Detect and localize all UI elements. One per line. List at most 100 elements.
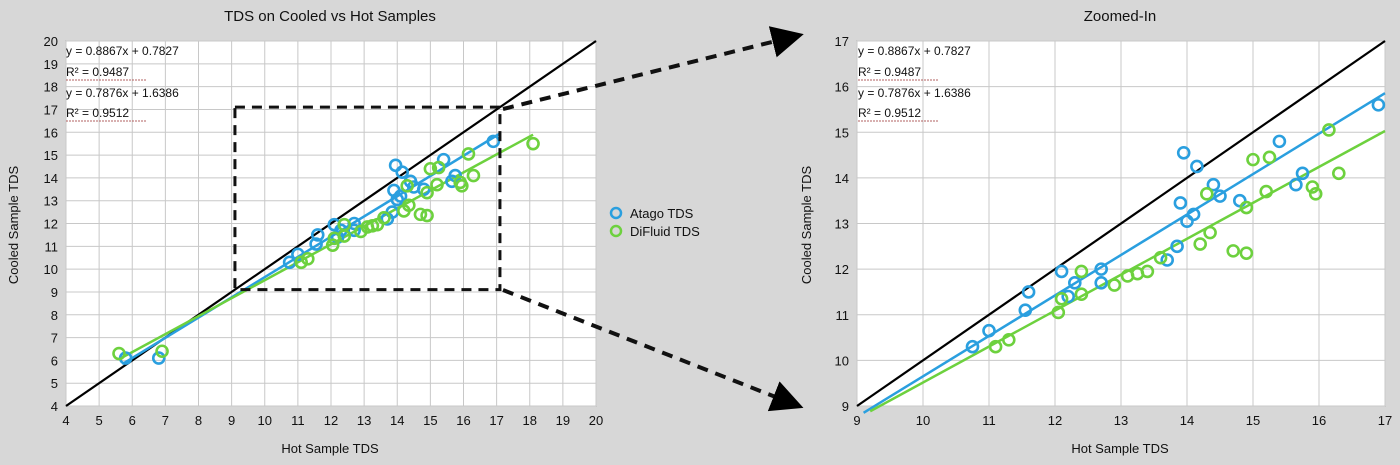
difluid-point	[1305, 180, 1320, 194]
y-tick-label: 16	[44, 125, 58, 140]
atago-point	[1190, 159, 1204, 174]
difluid-point	[1246, 152, 1260, 167]
main-equations: y = 0.8867x + 0.7827 R² = 0.9487 y = 0.7…	[66, 44, 179, 122]
difluid-point	[1322, 123, 1336, 137]
zoom-atago-points	[965, 98, 1386, 354]
y-tick-label: 16	[835, 80, 849, 95]
main-difluid-trendline	[118, 133, 534, 361]
atago-point	[1061, 289, 1075, 304]
difluid-point	[301, 252, 315, 266]
x-tick-label: 11	[291, 413, 305, 428]
x-tick-label: 12	[1048, 413, 1062, 428]
difluid-point	[1054, 291, 1069, 306]
x-tick-label: 8	[195, 413, 202, 428]
y-tick-label: 11	[45, 239, 59, 254]
zoom-arrow-upper	[502, 26, 804, 111]
difluid-point	[325, 238, 340, 252]
difluid-point	[413, 207, 428, 222]
atago-point	[486, 134, 501, 149]
y-tick-label: 15	[44, 148, 58, 163]
x-tick-label: 7	[162, 413, 169, 428]
atago-point	[1206, 177, 1221, 192]
difluid-point	[1074, 264, 1089, 279]
x-tick-label: 15	[1246, 413, 1260, 428]
difluid-point	[1153, 250, 1168, 265]
x-tick-label: 13	[357, 413, 371, 428]
difluid-point	[431, 160, 446, 175]
y-tick-label: 14	[44, 171, 58, 186]
y-tick-label: 19	[44, 57, 58, 72]
y-tick-label: 13	[835, 217, 849, 232]
zoom-y-axis-label: Cooled Sample TDS	[799, 166, 814, 285]
difluid-point	[1193, 237, 1207, 251]
legend-difluid-marker	[609, 224, 623, 238]
y-tick-label: 9	[51, 285, 58, 300]
difluid-point	[1332, 166, 1346, 181]
main-difluid-points	[112, 136, 540, 361]
y-tick-label: 7	[51, 331, 58, 346]
x-tick-label: 20	[589, 413, 603, 428]
x-tick-label: 19	[556, 413, 570, 428]
difluid-point	[1239, 246, 1254, 260]
difluid-point	[1001, 333, 1016, 347]
y-tick-label: 15	[835, 125, 849, 140]
atago-point	[1018, 303, 1033, 317]
main-eq-difluid: y = 0.7876x + 1.6386	[66, 86, 179, 100]
main-y-tick-labels: 4 5 6 7 8 9 10 11 12 13 14 15 16 17 18 19 20	[44, 34, 58, 414]
legend-difluid-label: DiFluid TDS	[630, 224, 700, 239]
y-tick-label: 10	[44, 262, 58, 277]
zoom-difluid-points	[988, 123, 1346, 354]
difluid-point	[1262, 150, 1277, 165]
difluid-point	[455, 179, 469, 193]
zoom-arrows	[502, 26, 804, 412]
x-tick-label: 14	[1180, 413, 1194, 428]
x-tick-label: 18	[523, 413, 537, 428]
y-tick-label: 4	[51, 399, 58, 414]
atago-point	[1371, 98, 1386, 112]
zoom-x-tick-labels: 9 10 11 12 13 14 15 16 17	[853, 413, 1392, 428]
atago-point	[1213, 189, 1227, 203]
difluid-point	[988, 339, 1003, 354]
zoom-chart-title: Zoomed-In	[1084, 8, 1157, 25]
x-tick-label: 17	[489, 413, 503, 428]
x-tick-label: 16	[1312, 413, 1326, 428]
atago-point	[965, 339, 980, 354]
y-tick-label: 6	[51, 353, 58, 368]
atago-point	[1289, 177, 1303, 192]
main-x-axis-label: Hot Sample TDS	[281, 441, 379, 456]
main-atago-points	[118, 134, 501, 365]
atago-point	[395, 165, 410, 179]
atago-point	[347, 223, 361, 238]
atago-point	[1094, 262, 1108, 276]
x-tick-label: 15	[423, 413, 437, 428]
difluid-point	[420, 185, 434, 200]
difluid-point	[420, 208, 434, 223]
y-tick-label: 17	[835, 34, 849, 49]
zoom-region-box	[233, 105, 502, 292]
zoom-equations: y = 0.8867x + 0.7827 R² = 0.9487 y = 0.7…	[858, 44, 971, 122]
zoom-atago-trendline	[862, 92, 1386, 414]
y-tick-label: 8	[51, 308, 58, 323]
atago-point	[416, 182, 431, 197]
y-tick-label: 20	[44, 34, 58, 49]
x-tick-label: 14	[390, 413, 404, 428]
y-tick-label: 13	[44, 194, 58, 209]
atago-point	[393, 189, 408, 203]
atago-point	[1176, 145, 1191, 160]
difluid-point	[400, 179, 414, 193]
x-tick-label: 5	[96, 413, 103, 428]
difluid-point	[423, 161, 438, 176]
y-tick-label: 11	[836, 308, 850, 323]
x-tick-label: 10	[258, 413, 272, 428]
y-tick-label: 12	[835, 262, 849, 277]
x-tick-label: 17	[1378, 413, 1392, 428]
zoom-r2-atago: R² = 0.9487	[858, 65, 921, 79]
x-tick-label: 12	[324, 413, 338, 428]
x-tick-label: 9	[228, 413, 235, 428]
atago-point	[1186, 207, 1201, 222]
main-r2-atago: R² = 0.9487	[66, 65, 129, 79]
difluid-point	[337, 217, 352, 232]
difluid-point	[1051, 305, 1066, 320]
x-tick-label: 4	[62, 413, 69, 428]
